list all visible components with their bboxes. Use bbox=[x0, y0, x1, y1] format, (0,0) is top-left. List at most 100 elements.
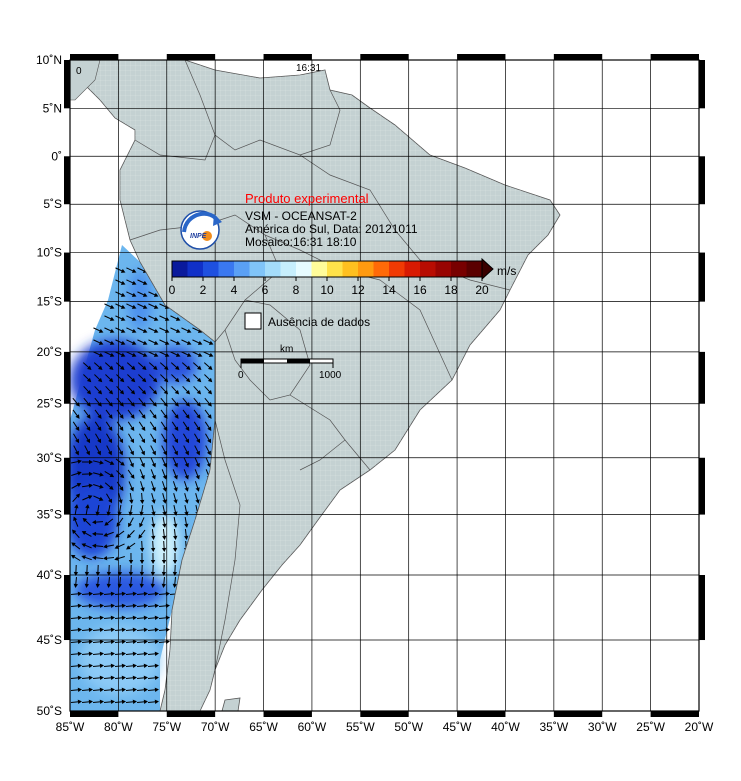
wind-arrow bbox=[150, 576, 155, 588]
region-date: América do Sul, Data: 20121011 bbox=[245, 222, 418, 236]
wind-arrow bbox=[103, 627, 115, 632]
wind-arrow bbox=[104, 518, 114, 526]
wind-arrow bbox=[148, 327, 159, 333]
wind-arrow bbox=[103, 544, 115, 549]
wind-arrow bbox=[114, 663, 126, 668]
wind-arrow bbox=[81, 471, 93, 477]
wind-arrow bbox=[81, 651, 93, 656]
wind-arrow bbox=[83, 409, 91, 419]
wind-arrow bbox=[203, 351, 214, 357]
frame-bar bbox=[263, 711, 312, 717]
wind-arrow bbox=[148, 362, 158, 370]
colorbar-segment bbox=[172, 261, 188, 277]
lat-tick-label: 5˚N bbox=[43, 101, 62, 115]
lon-tick-label: 85˚W bbox=[56, 720, 85, 734]
wind-arrow bbox=[81, 483, 93, 488]
wind-arrow bbox=[172, 433, 179, 444]
lat-tick-label: 0˚ bbox=[51, 149, 62, 163]
wind-arrow bbox=[137, 291, 148, 297]
wind-arrow bbox=[136, 639, 148, 644]
wind-arrow bbox=[125, 663, 137, 668]
frame-bar bbox=[699, 156, 705, 205]
wind-arrow bbox=[70, 554, 81, 562]
inpe-logo: INPE bbox=[180, 210, 222, 250]
wind-arrow bbox=[103, 591, 115, 596]
lat-tick-label: 5˚S bbox=[43, 197, 62, 211]
wind-arrow bbox=[193, 374, 202, 383]
frame-bar bbox=[699, 457, 705, 515]
wind-arrow bbox=[94, 374, 103, 383]
wind-arrow bbox=[126, 327, 137, 333]
wind-arrow bbox=[150, 457, 156, 468]
wind-arrow bbox=[127, 409, 135, 419]
wind-arrow bbox=[204, 374, 213, 383]
wind-arrow bbox=[95, 433, 102, 444]
wind-arrow bbox=[125, 639, 137, 644]
wind-arrow bbox=[127, 385, 136, 395]
frame-bar bbox=[457, 54, 506, 60]
wind-arrow bbox=[203, 339, 214, 345]
wind-arrow bbox=[183, 433, 190, 444]
wind-arrow bbox=[147, 663, 159, 668]
wind-arrow bbox=[148, 303, 159, 309]
wind-arrow bbox=[116, 374, 125, 383]
wind-arrow bbox=[81, 699, 93, 704]
wind-arrow bbox=[161, 457, 167, 468]
wind-arrow bbox=[92, 651, 104, 656]
frame-bar bbox=[166, 711, 216, 717]
frame-bar bbox=[457, 711, 506, 717]
frame-bar bbox=[699, 351, 705, 404]
wind-arrow bbox=[181, 351, 192, 357]
wind-arrow bbox=[92, 615, 104, 620]
frame-bar bbox=[650, 54, 699, 60]
wind-arrow bbox=[127, 469, 135, 479]
wind-arrow bbox=[136, 615, 148, 620]
wind-arrow bbox=[81, 663, 93, 668]
logo-arrow-icon bbox=[213, 214, 222, 226]
wind-arrow bbox=[126, 351, 137, 357]
wind-arrow bbox=[147, 603, 159, 608]
wind-arrow bbox=[126, 267, 137, 273]
wind-arrow bbox=[70, 591, 82, 596]
wind-arrow bbox=[81, 627, 93, 632]
wind-arrow bbox=[92, 555, 104, 560]
wind-arrow bbox=[150, 481, 156, 492]
wind-arrow bbox=[138, 385, 147, 395]
wind-arrow bbox=[139, 469, 145, 480]
wind-arrow bbox=[172, 552, 178, 564]
wind-arrow bbox=[114, 687, 126, 692]
wind-arrow bbox=[128, 504, 133, 516]
wind-arrow bbox=[95, 576, 100, 588]
colorbar-segment bbox=[373, 261, 390, 277]
frame-bar bbox=[166, 54, 216, 60]
colorbar-segment bbox=[311, 261, 328, 277]
wind-arrow bbox=[92, 627, 104, 632]
wind-arrow bbox=[82, 362, 92, 370]
wind-arrow bbox=[149, 374, 158, 383]
wind-arrow bbox=[171, 409, 179, 419]
wind-arrow bbox=[192, 339, 203, 345]
lon-tick-label: 40˚W bbox=[491, 720, 520, 734]
wind-arrow bbox=[71, 542, 81, 550]
colorbar-segment bbox=[327, 261, 343, 277]
wind-arrow bbox=[103, 639, 115, 644]
wind-arrow bbox=[115, 279, 126, 285]
frame-bar bbox=[699, 252, 705, 302]
wind-arrow bbox=[161, 564, 167, 576]
wind-arrow bbox=[70, 699, 82, 704]
wind-arrow bbox=[147, 699, 159, 704]
frame-bar bbox=[64, 60, 70, 109]
wind-arrow bbox=[150, 469, 156, 480]
frame-bar bbox=[360, 711, 409, 717]
wind-arrow bbox=[114, 603, 126, 608]
wind-arrow bbox=[173, 493, 178, 504]
wind-arrow bbox=[73, 576, 78, 588]
frame-bar bbox=[263, 54, 312, 60]
lon-tick-label: 65˚W bbox=[249, 720, 278, 734]
wind-arrow bbox=[128, 564, 134, 576]
wind-arrow bbox=[161, 481, 167, 492]
wind-arrow bbox=[137, 351, 148, 357]
wind-arrow bbox=[70, 663, 82, 668]
wind-arrow bbox=[73, 516, 79, 527]
